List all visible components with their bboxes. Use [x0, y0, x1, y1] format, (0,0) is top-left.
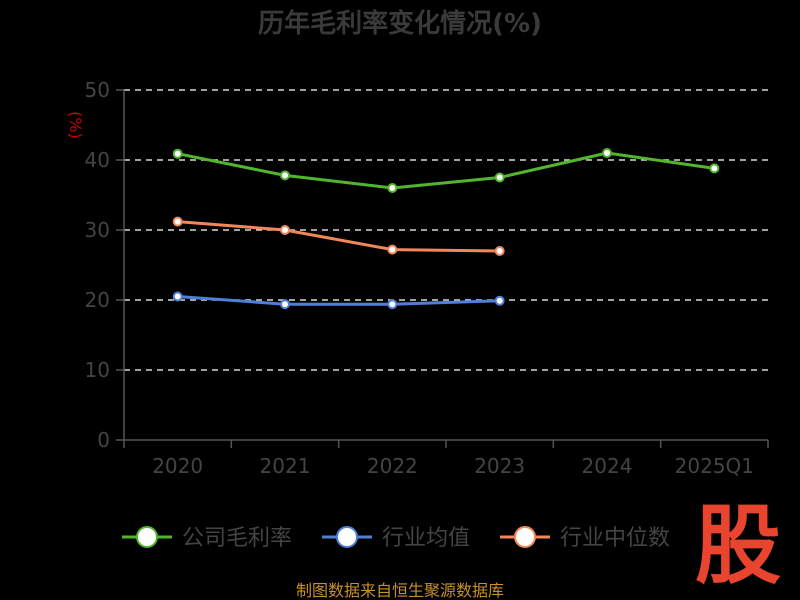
- series-lines: [172, 148, 720, 310]
- series-2: [172, 216, 505, 256]
- watermark-logo: 股: [695, 496, 781, 596]
- legend-marker: [336, 526, 358, 548]
- legend-item: 行业中位数: [500, 526, 670, 551]
- x-tick-label: 2021: [260, 454, 311, 478]
- grid-lines: [124, 89, 768, 371]
- series-line: [177, 295, 500, 306]
- series-line: [177, 151, 715, 190]
- y-tick-label: 40: [85, 148, 110, 172]
- data-point: [280, 170, 290, 181]
- y-tick-label: 20: [85, 288, 110, 312]
- data-point: [280, 225, 290, 235]
- y-tick-labels: 0 10 20 30 40 50: [85, 78, 110, 452]
- series-1: [172, 291, 505, 310]
- chart-title: 历年毛利率变化情况(%): [258, 8, 542, 39]
- x-tick-label: 2020: [152, 454, 203, 478]
- x-tick-label: 2023: [474, 454, 525, 478]
- data-point: [602, 148, 612, 158]
- legend-marker: [514, 526, 536, 548]
- legend-item: 公司毛利率: [122, 526, 292, 551]
- x-tick-label: 2024: [582, 454, 633, 478]
- legend: 公司毛利率 行业均值 行业中位数: [122, 526, 670, 551]
- legend-label: 行业中位数: [560, 526, 670, 551]
- x-tick-label: 2025Q1: [675, 454, 754, 478]
- data-source-note: 制图数据来自恒生聚源数据库: [296, 581, 504, 600]
- y-tick-label: 0: [97, 428, 110, 452]
- data-point: [387, 299, 398, 310]
- series-line: [177, 220, 500, 253]
- data-point: [172, 148, 183, 159]
- data-point: [172, 291, 183, 302]
- data-point: [280, 299, 290, 310]
- legend-marker: [136, 526, 158, 548]
- legend-item: 行业均值: [322, 526, 470, 551]
- data-point: [494, 295, 505, 306]
- legend-label: 公司毛利率: [182, 526, 292, 551]
- data-point: [387, 183, 398, 193]
- legend-label: 行业均值: [382, 526, 470, 551]
- y-tick-label: 10: [85, 358, 110, 382]
- data-point: [172, 216, 183, 227]
- data-point: [494, 246, 505, 256]
- x-tick-labels: 2020 2021 2022 2023 2024 2025Q1: [152, 454, 754, 478]
- axes: [116, 89, 769, 448]
- series-0: [172, 148, 720, 193]
- data-point: [387, 244, 398, 255]
- x-tick-label: 2022: [367, 454, 418, 478]
- y-tick-label: 50: [85, 78, 110, 102]
- y-tick-label: 30: [85, 218, 110, 242]
- data-point: [709, 163, 720, 174]
- data-point: [494, 172, 505, 183]
- y-axis-unit: (%): [66, 111, 85, 139]
